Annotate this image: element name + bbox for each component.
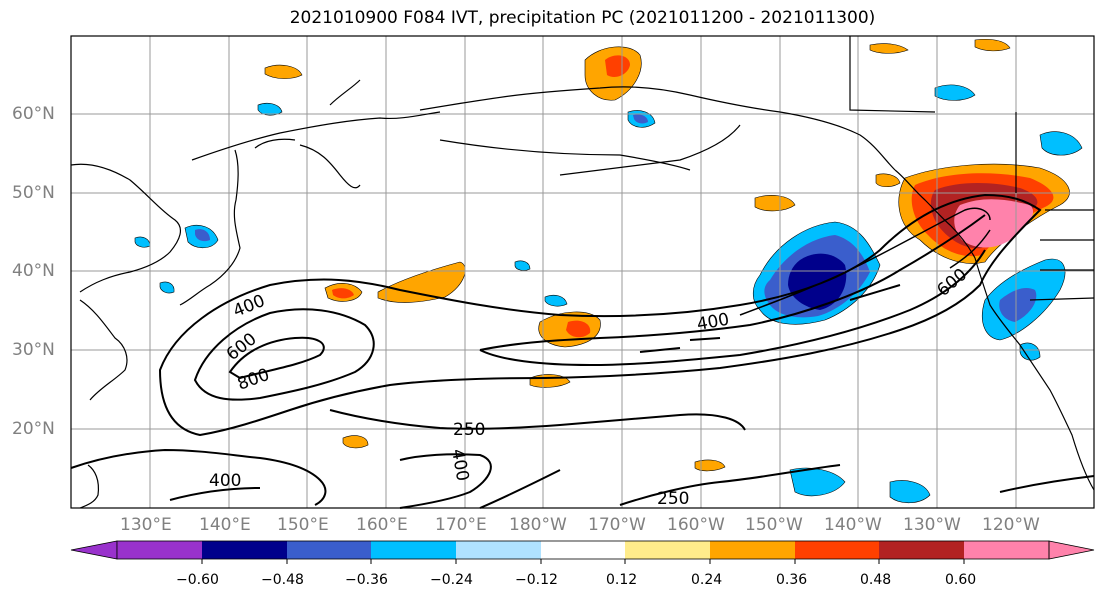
colorbar-segment <box>541 541 626 559</box>
lon-label: 140°W <box>824 515 882 535</box>
lon-label: 160°E <box>356 515 408 535</box>
contour-label: 250 <box>657 489 689 509</box>
colorbar-tick-label: 0.24 <box>691 572 723 588</box>
lat-label: 20°N <box>12 419 55 439</box>
colorbar-tick-label: 0.12 <box>606 572 638 588</box>
colorbar-segment <box>710 541 795 559</box>
colorbar-tick-label: −0.48 <box>261 572 304 588</box>
colorbar-tick-label: 0.36 <box>776 572 808 588</box>
map-frame <box>70 35 1095 509</box>
lon-label: 170°E <box>435 515 487 535</box>
colorbar-low-extend <box>70 540 118 560</box>
colorbar-segment <box>371 541 456 559</box>
west-coast-inner-contour <box>739 207 991 316</box>
colorbar-segment <box>625 541 710 559</box>
contour-label: 250 <box>453 420 485 440</box>
colorbar-tick-label: −0.24 <box>430 572 473 588</box>
colorbar-tick-label: 0.60 <box>945 572 977 588</box>
map-background <box>71 36 1094 508</box>
colorbar-tick-label: 0.48 <box>860 572 892 588</box>
lat-label: 60°N <box>12 104 55 124</box>
lon-label: 150°W <box>745 515 803 535</box>
colorbar-segment <box>202 541 287 559</box>
colorbar-ticks <box>201 559 965 564</box>
ivt-contours <box>70 193 1095 509</box>
colorbar-segment <box>287 541 372 559</box>
colorbar-outline <box>116 540 1050 560</box>
colorbar-tick-label: −0.12 <box>515 572 558 588</box>
colorbar-tick-label: −0.60 <box>176 572 219 588</box>
colorbar <box>70 540 1095 564</box>
colorbar-segment <box>117 541 202 559</box>
lon-label: 140°E <box>199 515 251 535</box>
lon-label: 130°W <box>903 515 961 535</box>
lon-label: 150°E <box>277 515 329 535</box>
lon-label: 180°W <box>509 515 567 535</box>
gridlines <box>71 36 1094 508</box>
lon-label: 170°W <box>588 515 646 535</box>
colorbar-segment <box>795 541 880 559</box>
colorbar-tick-label: −0.36 <box>345 572 388 588</box>
coastlines <box>70 36 1095 509</box>
colorbar-segment <box>964 541 1049 559</box>
lat-label: 30°N <box>12 340 55 360</box>
colorbar-high-extend <box>1048 540 1095 560</box>
lat-label: 40°N <box>12 261 55 281</box>
lon-label: 120°W <box>982 515 1040 535</box>
contour-label: 400 <box>209 471 241 491</box>
map-title: 2021010900 F084 IVT, precipitation PC (2… <box>289 8 876 28</box>
lon-label: 130°E <box>120 515 172 535</box>
colorbar-segment <box>879 541 964 559</box>
lat-label: 50°N <box>12 183 55 203</box>
lon-label: 160°W <box>667 515 725 535</box>
colorbar-segment <box>456 541 541 559</box>
